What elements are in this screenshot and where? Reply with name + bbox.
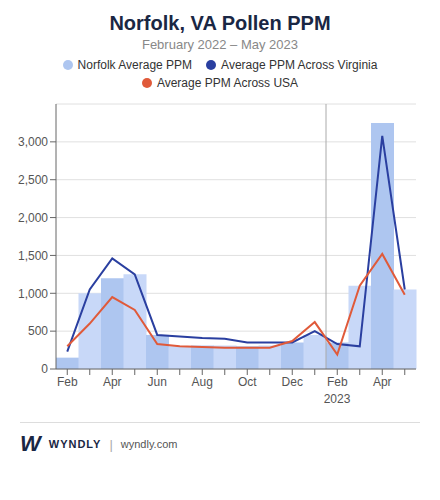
svg-text:1,500: 1,500 (18, 249, 48, 263)
svg-text:Oct: Oct (238, 375, 257, 389)
svg-text:Dec: Dec (282, 375, 303, 389)
svg-text:2,500: 2,500 (18, 173, 48, 187)
html-text:Average PPM Across Virginia: Average PPM Across Virginia (221, 58, 378, 72)
html-text:Norfolk Average PPM: Norfolk Average PPM (77, 58, 193, 72)
svg-text:Aug: Aug (192, 375, 213, 389)
svg-text:Feb: Feb (57, 375, 78, 389)
svg-text:3,000: 3,000 (18, 135, 48, 149)
svg-text:Feb: Feb (327, 375, 348, 389)
html-text:W: W (20, 431, 41, 456)
svg-text:2,000: 2,000 (18, 211, 48, 225)
svg-text:Apr: Apr (103, 375, 122, 389)
html-text:February 2022 – May 2023: February 2022 – May 2023 (141, 37, 298, 52)
svg-text:500: 500 (28, 324, 48, 338)
html-text:Average PPM Across USA: Average PPM Across USA (156, 76, 299, 90)
html-text:Norfolk, VA Pollen PPM: Norfolk, VA Pollen PPM (109, 12, 331, 34)
svg-text:0: 0 (41, 362, 48, 376)
svg-text:1,000: 1,000 (18, 287, 48, 301)
svg-text:2023: 2023 (324, 392, 351, 406)
svg-text:Apr: Apr (373, 375, 392, 389)
svg-text:Jun: Jun (148, 375, 167, 389)
html-text:WYNDLY: WYNDLY (48, 438, 102, 450)
html-text:wyndly.com: wyndly.com (120, 438, 178, 450)
